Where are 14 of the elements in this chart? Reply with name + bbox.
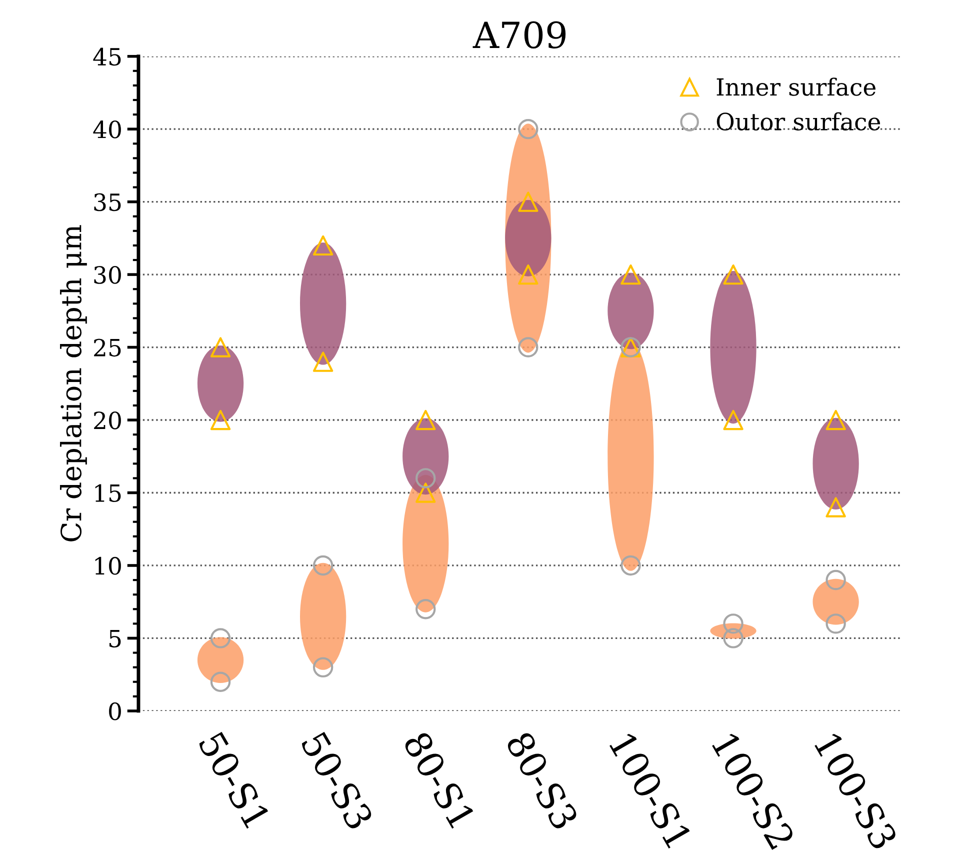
- chart-title: A709: [472, 21, 566, 49]
- y-tick-label: 5: [109, 630, 121, 648]
- y-tick-label: 45: [93, 48, 121, 66]
- y-tick-label: 40: [93, 120, 121, 138]
- y-tick-label: 30: [94, 266, 121, 284]
- legend-label: Inner surface: [716, 78, 876, 96]
- y-tick-label: 35: [94, 193, 121, 212]
- y-tick-label: 10: [95, 556, 121, 575]
- y-tick-label: 15: [95, 484, 121, 502]
- legend-label: Outor surface: [716, 112, 880, 131]
- y-tick-label: 20: [94, 411, 121, 430]
- y-tick-label: 25: [94, 338, 121, 357]
- y-tick-label: 0: [109, 702, 121, 720]
- y-axis-title: Cr deplation depth μm: [60, 225, 87, 542]
